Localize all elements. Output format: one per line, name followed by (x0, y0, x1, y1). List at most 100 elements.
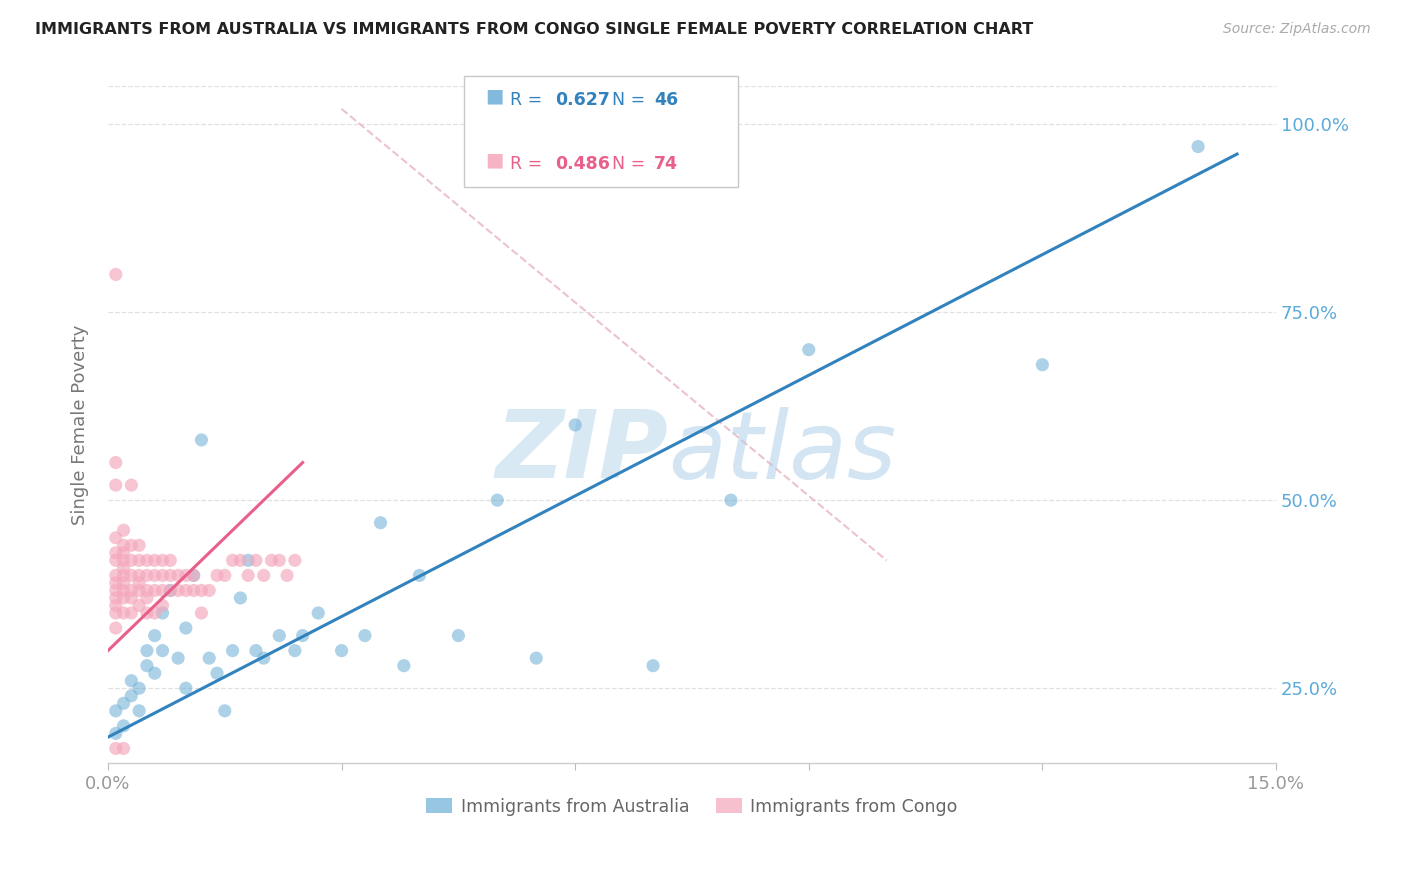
Point (174, 568, 197, 582)
Point (183, 568, 205, 582)
Point (159, 553, 181, 567)
Point (174, 681, 197, 696)
Point (205, 666, 228, 681)
Point (120, 553, 142, 567)
Point (135, 568, 157, 582)
Point (408, 568, 430, 582)
Point (720, 493, 742, 508)
Text: R =: R = (510, 91, 548, 109)
Point (143, 606, 166, 620)
Point (128, 599, 150, 613)
Point (167, 651, 190, 665)
Point (152, 553, 174, 567)
Point (174, 583, 197, 598)
Point (104, 599, 127, 613)
Point (128, 583, 150, 598)
Point (260, 553, 283, 567)
Legend: Immigrants from Australia, Immigrants from Congo: Immigrants from Australia, Immigrants fr… (419, 790, 965, 822)
Point (269, 629, 291, 643)
Point (159, 583, 181, 598)
Point (128, 575, 150, 590)
Point (112, 575, 135, 590)
Point (120, 606, 142, 620)
Point (253, 651, 276, 665)
Point (112, 741, 135, 756)
Text: 0.486: 0.486 (555, 155, 610, 173)
Point (135, 643, 157, 657)
Point (370, 516, 392, 530)
Point (354, 629, 377, 643)
Point (276, 568, 298, 582)
Point (330, 643, 353, 657)
Point (112, 606, 135, 620)
Point (245, 643, 267, 657)
Point (104, 606, 127, 620)
Point (152, 643, 174, 657)
Point (104, 621, 127, 635)
Point (143, 568, 166, 582)
Point (143, 629, 166, 643)
Point (152, 599, 174, 613)
Point (120, 478, 142, 492)
Point (159, 583, 181, 598)
Point (190, 606, 212, 620)
Point (120, 583, 142, 598)
Point (120, 538, 142, 552)
Point (214, 704, 236, 718)
Point (143, 583, 166, 598)
Point (284, 643, 307, 657)
Point (104, 591, 127, 605)
Point (174, 621, 197, 635)
Text: N =: N = (612, 91, 651, 109)
Point (190, 583, 212, 598)
Point (135, 591, 157, 605)
Point (1187, 139, 1209, 153)
Point (198, 651, 221, 665)
Point (104, 531, 127, 545)
Point (120, 689, 142, 703)
Point (104, 456, 127, 470)
Y-axis label: Single Female Poverty: Single Female Poverty (72, 325, 89, 525)
Point (152, 606, 174, 620)
Point (112, 561, 135, 575)
Point (135, 658, 157, 673)
Point (284, 553, 307, 567)
Point (307, 606, 329, 620)
Point (135, 606, 157, 620)
Point (104, 568, 127, 582)
Point (104, 546, 127, 560)
Point (104, 583, 127, 598)
Point (104, 268, 127, 282)
Point (152, 568, 174, 582)
Point (524, 651, 547, 665)
Point (112, 546, 135, 560)
Point (104, 741, 127, 756)
Point (447, 629, 470, 643)
Point (221, 553, 243, 567)
Point (167, 568, 190, 582)
Point (104, 575, 127, 590)
Text: ■: ■ (485, 151, 503, 169)
Point (236, 568, 259, 582)
Point (128, 553, 150, 567)
Point (229, 553, 252, 567)
Point (104, 704, 127, 718)
Text: Source: ZipAtlas.com: Source: ZipAtlas.com (1223, 22, 1371, 37)
Text: atlas: atlas (669, 407, 897, 498)
Point (245, 553, 267, 567)
Point (190, 433, 212, 447)
Point (104, 478, 127, 492)
Point (135, 553, 157, 567)
Point (112, 523, 135, 537)
Text: IMMIGRANTS FROM AUSTRALIA VS IMMIGRANTS FROM CONGO SINGLE FEMALE POVERTY CORRELA: IMMIGRANTS FROM AUSTRALIA VS IMMIGRANTS … (35, 22, 1033, 37)
Point (120, 591, 142, 605)
Point (205, 568, 228, 582)
Text: 0.627: 0.627 (555, 91, 610, 109)
Point (1031, 358, 1053, 372)
Point (104, 553, 127, 567)
Point (128, 568, 150, 582)
Point (486, 493, 509, 508)
Point (143, 666, 166, 681)
Point (112, 583, 135, 598)
Point (128, 681, 150, 696)
